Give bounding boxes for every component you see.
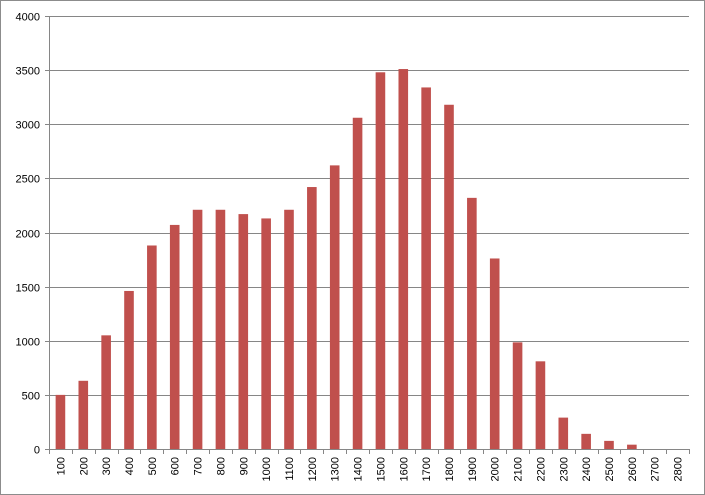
x-tick-label: 2700 — [650, 457, 662, 481]
bars — [55, 69, 637, 450]
bar-2000 — [489, 258, 500, 449]
bar-700 — [192, 209, 203, 449]
x-tick-label: 800 — [215, 457, 227, 475]
bar-1500 — [375, 72, 386, 449]
bar-2300 — [558, 417, 569, 449]
bar-1400 — [352, 117, 363, 449]
x-tick-label: 1900 — [467, 457, 479, 481]
x-tick-label: 1200 — [307, 457, 319, 481]
bar-400 — [124, 290, 134, 449]
y-tick-label: 4000 — [16, 12, 40, 24]
bar-900 — [238, 214, 249, 449]
bar-1800 — [444, 104, 454, 449]
x-tick-label: 700 — [193, 457, 205, 475]
x-tick-label: 400 — [124, 457, 136, 475]
bar-300 — [101, 335, 111, 449]
y-tick-label: 1500 — [16, 283, 40, 295]
bar-600 — [169, 224, 180, 449]
y-tick-label: 3500 — [16, 66, 40, 78]
x-tick-label: 100 — [55, 457, 67, 475]
x-tick-label: 1500 — [375, 457, 387, 481]
y-tick-label: 500 — [22, 391, 40, 403]
x-tick-labels: 100 200 300 400 500 600 700 800 900 1000 1100 1200 1… — [55, 457, 684, 481]
y-tick-label: 1000 — [16, 337, 40, 349]
y-tick-labels: 0 500 1000 1500 2000 2500 3000 3500 4000 — [16, 12, 40, 457]
x-tick-label: 2000 — [490, 457, 502, 481]
x-tick-label: 2500 — [604, 457, 616, 481]
bar-1300 — [329, 165, 340, 449]
y-tick-label: 0 — [34, 445, 40, 457]
x-tick-label: 2600 — [627, 457, 639, 481]
x-tick-label: 2800 — [673, 457, 685, 481]
axes — [45, 16, 690, 454]
x-tick-label: 1800 — [444, 457, 456, 481]
x-tick-label: 1300 — [330, 457, 342, 481]
bar-100 — [55, 394, 66, 450]
bar-200 — [78, 380, 89, 449]
x-tick-label: 1000 — [261, 457, 273, 481]
x-tick-label: 1100 — [284, 457, 296, 481]
y-tick-label: 3000 — [16, 120, 40, 132]
y-tick-label: 2000 — [16, 229, 40, 241]
bar-1100 — [284, 209, 294, 449]
x-tick-label: 1400 — [353, 457, 365, 481]
y-tick-label: 2500 — [16, 174, 40, 186]
x-tick-label: 1700 — [421, 457, 433, 481]
bar-2200 — [535, 361, 546, 449]
bar-2400 — [581, 433, 591, 449]
bar-1600 — [398, 69, 409, 449]
x-tick-label: 200 — [78, 457, 90, 475]
x-tick-label: 900 — [238, 457, 250, 475]
x-tick-label: 2300 — [558, 457, 570, 481]
bar-1000 — [261, 218, 271, 449]
bar-1900 — [467, 197, 477, 449]
bar-2100 — [512, 342, 523, 449]
x-tick-label: 2200 — [535, 457, 547, 481]
bar-800 — [215, 209, 226, 449]
bar-2600 — [627, 444, 637, 449]
bar-500 — [147, 245, 157, 449]
x-tick-label: 300 — [101, 457, 113, 475]
bar-2500 — [604, 440, 614, 449]
x-tick-label: 2400 — [581, 457, 593, 481]
gridlines — [49, 16, 689, 396]
bar-1700 — [421, 87, 431, 449]
x-tick-label: 600 — [170, 457, 182, 475]
bar-1200 — [307, 187, 317, 450]
x-tick-label: 500 — [147, 457, 159, 475]
x-tick-label: 1600 — [398, 457, 410, 481]
x-tick-label: 2100 — [513, 457, 525, 481]
